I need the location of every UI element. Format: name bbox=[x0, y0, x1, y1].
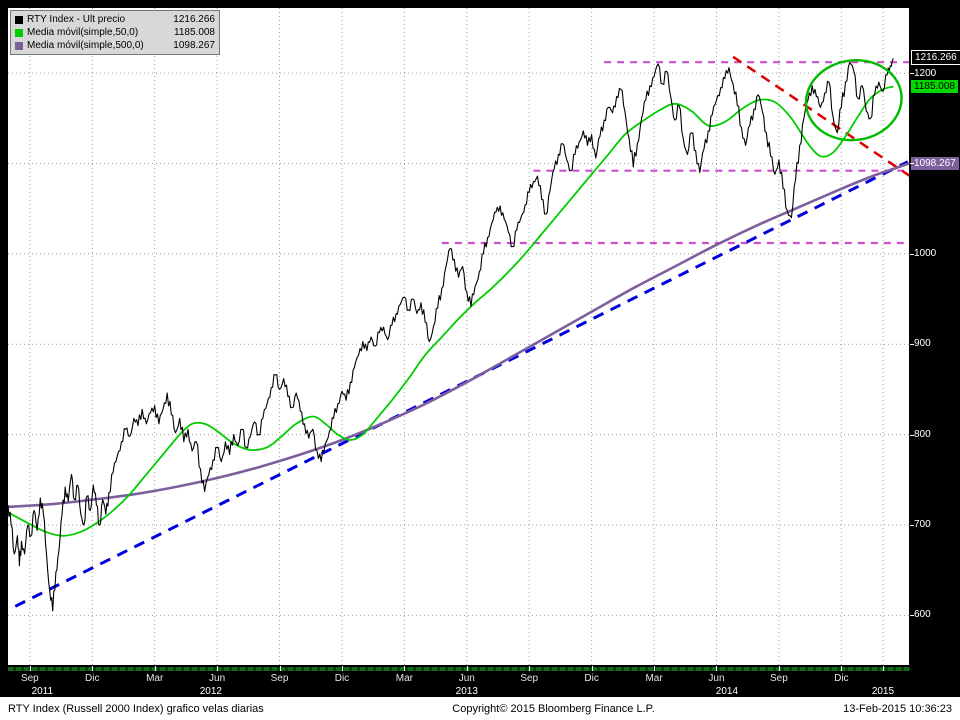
chart-canvas bbox=[8, 8, 910, 666]
footer-timestamp: 13-Feb-2015 10:36:23 bbox=[843, 702, 952, 715]
footer-bar: RTY Index (Russell 2000 Index) grafico v… bbox=[0, 697, 960, 720]
legend-label-ma500: Media móvil(simple,500,0) bbox=[27, 40, 144, 51]
y-axis-label: 900 bbox=[914, 338, 931, 350]
x-axis-month-label: Sep bbox=[270, 673, 289, 684]
legend-item-ma500[interactable]: Media móvil(simple,500,0) 1098.267 bbox=[15, 39, 215, 52]
ma500-line bbox=[8, 162, 910, 509]
y-tick-mark bbox=[910, 344, 914, 346]
legend-value-ma500: 1098.267 bbox=[173, 40, 215, 51]
x-axis-month-label: Dic bbox=[834, 673, 849, 684]
chart-legend: RTY Index - Últ precio 1216.266 Media mó… bbox=[10, 10, 220, 55]
x-axis-month-label: Jun bbox=[458, 673, 475, 684]
ma50-line bbox=[8, 85, 894, 537]
y-axis-label: 1200 bbox=[914, 67, 937, 79]
x-axis-month-label: Mar bbox=[395, 673, 413, 684]
y-tick-mark bbox=[910, 253, 914, 255]
x-axis-year-label: 2012 bbox=[199, 686, 222, 697]
legend-value-price: 1216.266 bbox=[173, 14, 215, 25]
last-value-badge: 1185.008 bbox=[911, 80, 958, 94]
x-axis-month-label: Jun bbox=[708, 673, 725, 684]
x-axis-month-label: Sep bbox=[520, 673, 539, 684]
y-tick-mark bbox=[910, 615, 914, 617]
price-series-marker-icon bbox=[15, 15, 23, 24]
y-axis-label: 700 bbox=[914, 519, 931, 530]
x-axis-month-label: Dic bbox=[85, 673, 100, 684]
last-value-badge: 1216.266 bbox=[911, 50, 960, 66]
legend-value-ma50: 1185.008 bbox=[174, 27, 215, 38]
legend-label-price: RTY Index - Últ precio bbox=[27, 14, 126, 25]
ma50-series-marker-icon bbox=[15, 28, 23, 37]
x-axis-month-label: Dic bbox=[584, 673, 599, 684]
y-tick-mark bbox=[910, 434, 914, 436]
y-axis-label: 600 bbox=[914, 609, 931, 621]
x-axis-month-label: Sep bbox=[770, 673, 788, 684]
x-axis-year-label: 2013 bbox=[455, 686, 478, 697]
x-axis-month-label: Jun bbox=[209, 673, 226, 684]
legend-item-ma50[interactable]: Media móvil(simple,50,0) 1185.008 bbox=[15, 26, 215, 39]
y-tick-mark bbox=[910, 163, 914, 165]
legend-item-price[interactable]: RTY Index - Últ precio 1216.266 bbox=[15, 13, 215, 26]
x-axis-month-label: Mar bbox=[146, 673, 164, 684]
chart-plot-area[interactable]: RTY Index - Últ precio 1216.266 Media mó… bbox=[8, 8, 910, 666]
x-axis-year-label: 2011 bbox=[31, 686, 54, 697]
downtrend-resistance-line bbox=[732, 55, 910, 178]
y-tick-mark bbox=[910, 73, 914, 75]
y-axis-label: 1000 bbox=[914, 247, 937, 259]
x-axis-month-label: Mar bbox=[645, 673, 663, 684]
footer-copyright: Copyright© 2015 Bloomberg Finance L.P. bbox=[452, 702, 655, 715]
footer-chart-description: RTY Index (Russell 2000 Index) grafico v… bbox=[8, 702, 264, 715]
y-tick-mark bbox=[910, 525, 914, 526]
x-axis-year-label: 2015 bbox=[871, 686, 895, 697]
y-axis-label: 800 bbox=[914, 428, 931, 440]
price-line bbox=[8, 58, 894, 612]
x-axis-month-label: Dic bbox=[334, 673, 350, 684]
consolidation-ellipse-annotation bbox=[804, 59, 903, 142]
last-value-badge: 1098.267 bbox=[911, 157, 959, 171]
x-axis-month-label: Sep bbox=[20, 673, 39, 684]
x-axis-year-label: 2014 bbox=[715, 686, 739, 697]
legend-label-ma50: Media móvil(simple,50,0) bbox=[27, 27, 139, 38]
ma500-series-marker-icon bbox=[15, 41, 23, 50]
volume-strip bbox=[8, 667, 910, 671]
